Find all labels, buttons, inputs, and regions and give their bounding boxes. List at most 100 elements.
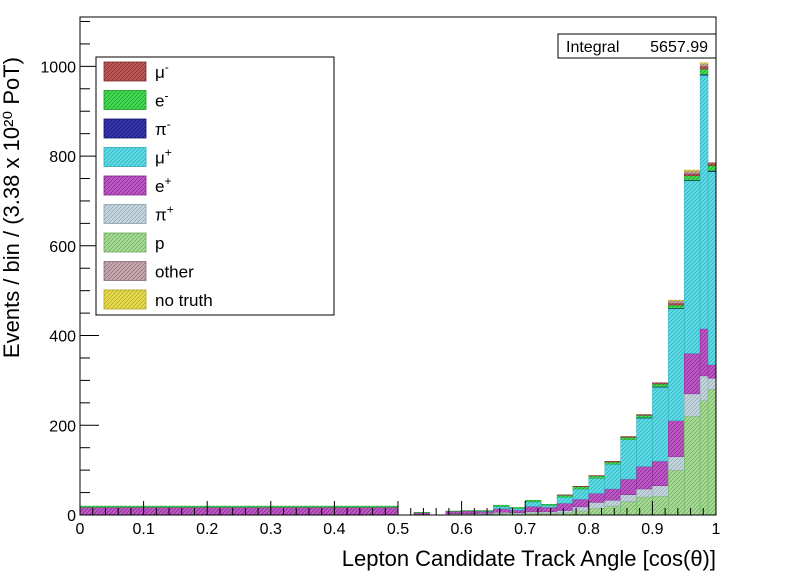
- legend-swatch: [103, 289, 147, 310]
- bar-segment: [668, 300, 685, 304]
- stats-label: Integral: [566, 39, 619, 56]
- legend-swatch: [103, 118, 147, 139]
- bar-segment: [525, 499, 542, 503]
- bar-segment: [525, 511, 542, 514]
- bar-segment: [668, 469, 685, 516]
- y-tick-label: 1000: [40, 59, 76, 76]
- bar-segment: [620, 478, 637, 496]
- bar-segment: [652, 485, 669, 497]
- x-tick-label: 0.9: [641, 521, 663, 538]
- bar-segment: [620, 439, 637, 480]
- x-tick-label: 0.5: [387, 521, 409, 538]
- bar-segment: [668, 456, 685, 471]
- bar-segment: [707, 364, 717, 379]
- bar-segment: [540, 504, 558, 506]
- x-axis: 0 0.1 0.2 0.3 0.4 0.5 0.6 0.7 0.8 0.9 1: [76, 501, 721, 538]
- y-axis-title: Events / bin / (3.38 x 10²⁰ PoT): [0, 57, 24, 358]
- legend-label: p: [155, 234, 164, 253]
- bar-segment: [636, 488, 653, 498]
- bar-segment: [636, 415, 653, 418]
- x-tick-label: 0.2: [196, 521, 218, 538]
- bar-segment: [540, 507, 558, 513]
- bar-segment: [707, 171, 717, 365]
- bar-segment: [652, 495, 669, 516]
- bar-segment: [684, 169, 701, 172]
- x-tick-label: 0.8: [578, 521, 600, 538]
- x-tick-label: 0.6: [450, 521, 472, 538]
- bar-segment: [636, 414, 653, 416]
- bar-segment: [684, 175, 701, 181]
- bar-segment: [652, 460, 669, 487]
- bar-segment: [684, 393, 701, 417]
- bar-segment: [525, 506, 542, 513]
- legend-label: no truth: [155, 291, 213, 310]
- bar-segment: [707, 165, 717, 172]
- bar-segment: [699, 62, 709, 65]
- bar-segment: [707, 162, 717, 166]
- bar-segment: [604, 460, 621, 463]
- bar-segment: [588, 478, 605, 494]
- bar-segment: [509, 507, 526, 509]
- bar-segment: [477, 511, 494, 514]
- y-axis: 0 200 400 600 800 1000: [40, 20, 99, 525]
- bar-segment: [636, 496, 653, 516]
- bar-segment: [684, 173, 701, 177]
- bar-segment: [620, 501, 637, 516]
- bar-segment: [620, 436, 637, 438]
- x-tick-label: 0.3: [260, 521, 282, 538]
- legend-swatch: [103, 90, 147, 110]
- bar-segment: [668, 420, 685, 457]
- legend-swatch: [103, 261, 147, 281]
- bar-segment: [556, 495, 574, 498]
- stats-box: Integral 5657.99: [557, 33, 717, 59]
- bar-segment: [509, 509, 526, 513]
- bar-segment: [588, 493, 605, 503]
- bar-segment: [556, 503, 574, 511]
- bar-segment: [556, 510, 574, 513]
- y-tick-label: 0: [67, 508, 76, 525]
- bar-segment: [684, 180, 701, 354]
- bar-segment: [699, 375, 709, 401]
- x-tick-label: 0.7: [514, 521, 536, 538]
- bar-segment: [707, 377, 717, 390]
- bar-segment: [445, 511, 462, 514]
- bar-segment: [572, 486, 590, 490]
- bar-segment: [699, 66, 709, 70]
- bar-segment: [588, 502, 605, 509]
- y-tick-label: 600: [49, 239, 76, 256]
- bar-segment: [620, 437, 637, 440]
- bar-segment: [493, 506, 510, 509]
- bar-segment: [684, 353, 701, 395]
- bar-segment: [572, 488, 590, 500]
- x-axis-title: Lepton Candidate Track Angle [cos(θ)]: [342, 546, 716, 571]
- bar-segment: [604, 461, 621, 465]
- bar-segment: [668, 304, 685, 309]
- legend-label: other: [155, 263, 194, 282]
- stats-value: 5657.99: [650, 39, 708, 56]
- bar-segment: [572, 510, 590, 516]
- bar-segment: [652, 386, 669, 462]
- x-tick-label: 1: [712, 521, 721, 538]
- bar-segment: [668, 299, 685, 302]
- bar-segment: [493, 508, 510, 513]
- bar-segment: [540, 511, 558, 514]
- bar-segment: [413, 512, 430, 515]
- bar-segment: [461, 510, 478, 514]
- legend-swatch: [103, 61, 147, 82]
- bar-segment: [707, 389, 717, 516]
- y-tick-label: 800: [49, 149, 76, 166]
- bar-segment: [699, 328, 709, 377]
- bar-segment: [604, 464, 621, 490]
- x-tick-label: 0.1: [132, 521, 154, 538]
- bar-segment: [636, 417, 653, 467]
- y-tick-label: 400: [49, 329, 76, 346]
- legend-swatch: [103, 204, 147, 224]
- bar-segment: [588, 508, 605, 516]
- histogram-bars: [79, 62, 717, 516]
- bar-segment: [79, 505, 399, 508]
- legend-swatch: [103, 147, 147, 167]
- bar-segment: [699, 63, 709, 67]
- bar-segment: [572, 506, 590, 512]
